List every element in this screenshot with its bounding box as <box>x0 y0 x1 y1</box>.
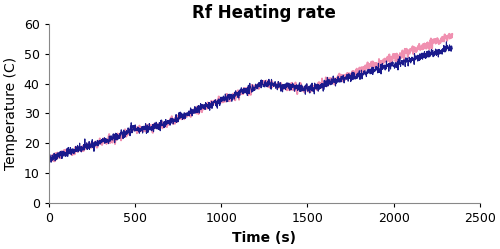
X-axis label: Time (s): Time (s) <box>232 231 296 245</box>
Title: Rf Heating rate: Rf Heating rate <box>192 4 336 22</box>
Y-axis label: Temperature (C): Temperature (C) <box>4 57 18 170</box>
